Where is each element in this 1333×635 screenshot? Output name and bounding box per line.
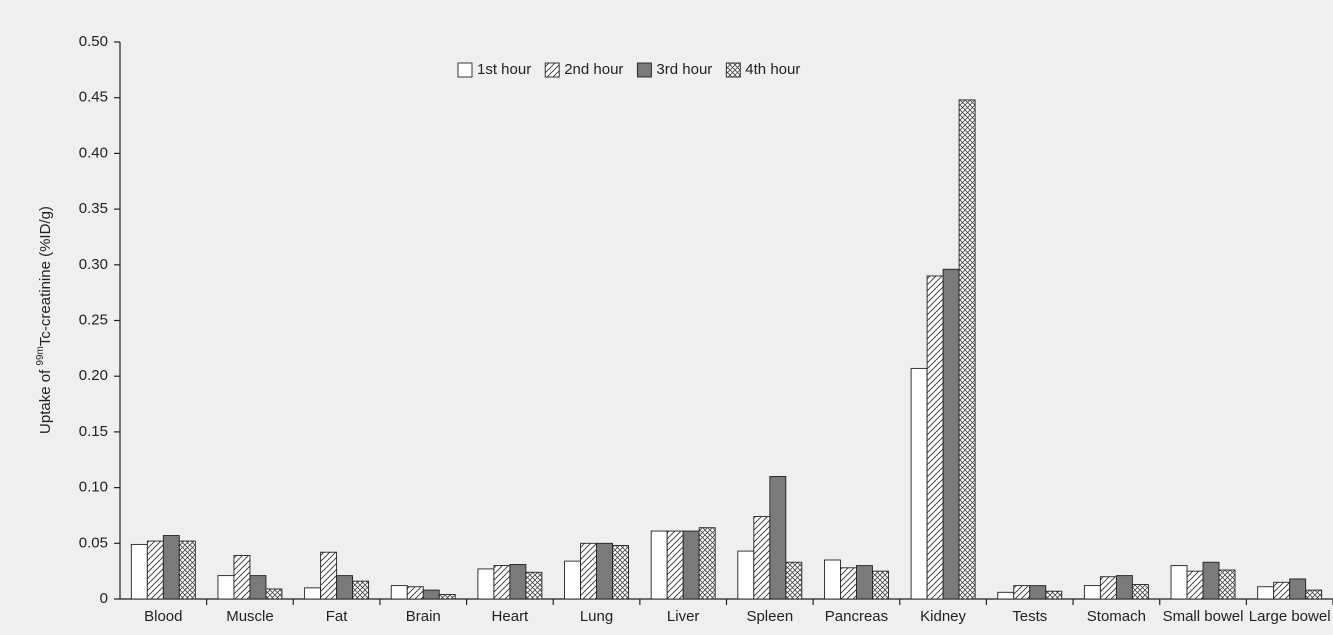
bar [650,530,668,600]
bar [249,575,267,600]
y-tick-label: 0.05 [79,534,108,551]
x-tick-label: Fat [326,608,349,625]
x-tick-label: Kidney [920,608,966,625]
bar [785,561,803,600]
bar [1045,590,1063,600]
legend-label: 3rd hour [656,61,712,78]
bar [304,587,322,600]
bar [1131,584,1149,600]
bar [1273,581,1291,600]
bar [1186,570,1204,600]
bar [856,565,873,600]
bar [910,367,928,600]
y-label-prefix: Uptake of [37,366,54,434]
y-label-superscript: 99m [35,346,46,365]
bar [1013,585,1031,600]
y-axis-label: Uptake of 99mTc-creatinine (%ID/g) [35,206,54,434]
bar [564,560,581,600]
x-tick-label: Pancreas [825,608,888,625]
bar [1202,561,1220,600]
bar [737,550,755,600]
bar [682,530,700,600]
bar [958,99,976,600]
y-tick-label: 0.50 [79,33,108,50]
legend-swatch [544,62,560,78]
bar [1083,585,1101,600]
y-tick-label: 0.40 [79,144,108,161]
x-tick-label: Brain [406,608,441,625]
bar [753,516,771,600]
bar [525,571,543,600]
x-tick-label: Large bowel [1249,608,1331,625]
bar [438,594,456,600]
bar [769,476,787,600]
bar [840,567,857,600]
bar [162,535,180,600]
bar [580,542,597,600]
x-tick-label: Stomach [1087,608,1146,625]
x-tick-label: Lung [580,608,613,625]
legend-label: 4th hour [745,61,800,78]
y-tick-label: 0.35 [79,200,108,217]
x-tick-label: Small bowel [1163,608,1244,625]
bar [1115,575,1133,600]
bar [1289,578,1307,600]
bar [942,268,960,600]
bar [872,570,889,600]
bar [1218,569,1236,600]
legend-swatch [636,62,652,78]
bar [698,527,716,600]
bar [1305,589,1323,600]
y-tick-label: 0.30 [79,256,108,273]
bar [320,551,338,600]
bar [612,545,629,600]
y-tick-label: 0.10 [79,479,108,496]
y-tick-label: 0.20 [79,367,108,384]
bar [509,564,527,600]
bar [926,275,944,600]
bar [146,540,164,600]
bar [477,568,495,600]
x-tick-label: Spleen [746,608,793,625]
bar [217,575,235,600]
bar [406,586,424,600]
bar [130,543,148,600]
x-tick-label: Heart [492,608,530,625]
y-tick-label: 0.45 [79,89,108,106]
x-tick-label: Liver [667,608,700,625]
legend-label: 1st hour [477,61,531,78]
legend-label: 2nd hour [564,61,623,78]
bar [493,565,511,600]
legend-swatch [725,62,741,78]
bar [390,585,408,600]
bar [1029,585,1047,600]
y-tick-label: 0.15 [79,423,108,440]
x-tick-label: Muscle [226,608,274,625]
bar [824,559,841,600]
legend-swatch [457,62,473,78]
bar [422,589,440,600]
bar [666,530,684,600]
bar [178,540,196,600]
bar [1257,586,1275,600]
y-tick-label: 0 [100,590,108,607]
x-tick-label: Tests [1012,608,1047,625]
x-tick-label: Blood [144,608,182,625]
y-label-suffix: Tc-creatinine (%ID/g) [37,206,54,346]
bar [596,542,613,600]
bar [265,588,283,600]
bar [997,591,1015,600]
bar [352,580,370,600]
bar [336,575,354,600]
y-tick-label: 0.25 [79,311,108,328]
bar [233,555,251,600]
bar [1170,565,1188,600]
bar [1099,576,1117,600]
